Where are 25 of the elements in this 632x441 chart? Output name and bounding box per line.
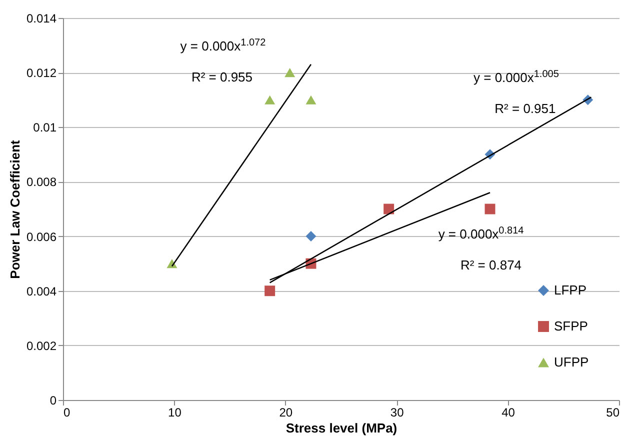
annotation: R² = 0.951 [494,101,556,116]
y-tick-label: 0.004 [26,284,57,298]
annotation: R² = 0.955 [191,69,253,84]
y-tick-label: 0.012 [26,66,57,80]
annotation: R² = 0.874 [460,258,522,273]
annotation: y = 0.000x$^{0.814}$ [438,225,524,242]
x-tick-label: 40 [502,406,516,420]
annotation: y = 0.000x$^{1.072}$ [180,36,266,54]
legend-label: SFPP [554,318,588,334]
x-axis-title: Stress level (MPa) [286,420,398,436]
y-tick-label: 0.006 [26,230,57,244]
legend-label: UFPP [554,354,589,370]
y-axis-title: Power Law Coefficient [7,139,22,279]
y-tick-label: 0.01 [33,120,57,135]
y-tick-label: 0.014 [26,12,57,26]
y-tick-label: 0 [50,394,57,408]
x-tick-label: 20 [279,406,293,420]
x-tick-label: 30 [390,406,404,420]
x-tick-label: 0 [64,406,70,420]
y-tick-label: 0.008 [26,175,57,190]
y-tick-label: 0.002 [26,338,57,353]
legend-label: LFPP [554,282,587,298]
x-tick-label: 10 [168,406,182,420]
annotation: y = 0.000x$^{1.005}$ [474,68,560,86]
x-tick-label: 50 [606,406,620,420]
